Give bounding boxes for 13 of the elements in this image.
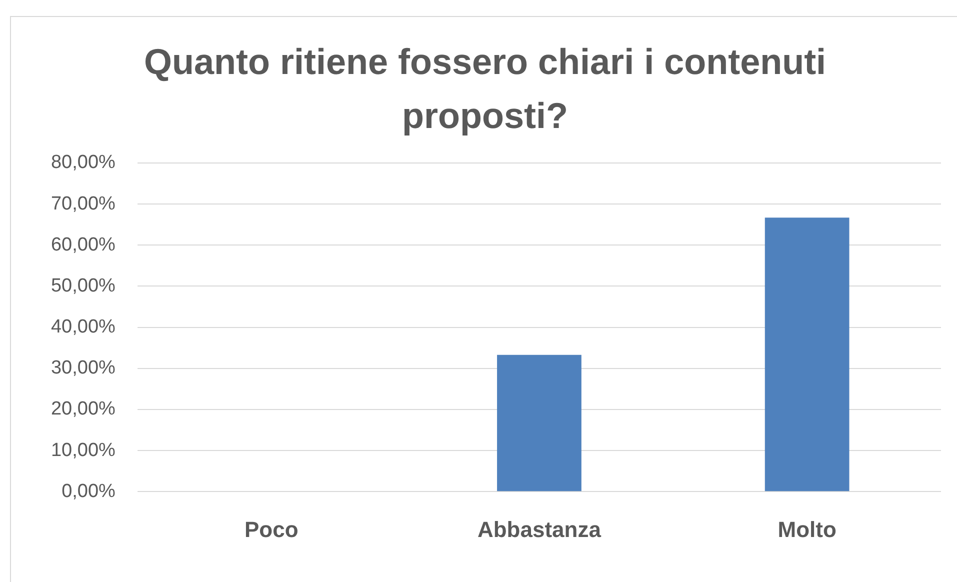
chart-title: Quanto ritiene fossero chiari i contenuti proposti? [144, 40, 826, 136]
y-tick-label: 60,00% [50, 234, 116, 256]
y-tick-label: 20,00% [50, 398, 116, 420]
x-tick-label: Abbastanza [477, 516, 602, 542]
y-tick-label: 50,00% [50, 275, 116, 296]
y-tick-label: 30,00% [50, 358, 116, 379]
y-tick-label: 0,00% [62, 480, 116, 502]
y-tick-label: 80,00% [50, 152, 116, 174]
y-tick-label: 70,00% [50, 193, 116, 214]
y-tick-label: 10,00% [50, 440, 116, 461]
y-tick-label: 40,00% [50, 316, 116, 338]
x-tick-label: Molto [778, 516, 836, 542]
x-tick-label: Poco [244, 516, 298, 542]
